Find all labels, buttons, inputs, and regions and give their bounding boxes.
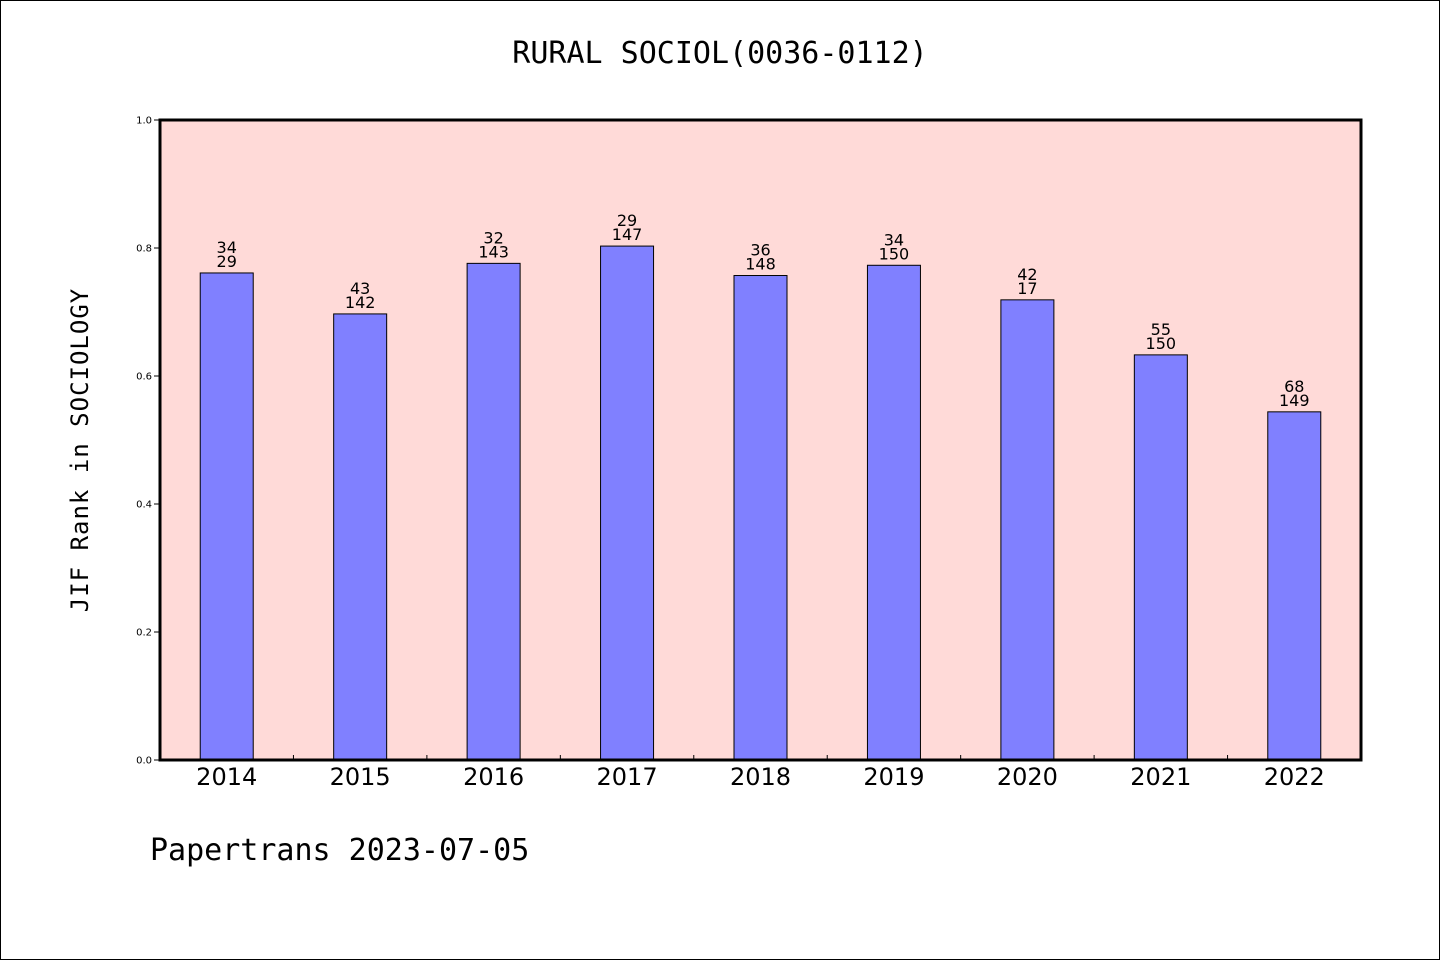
bar-label-top: 34 <box>217 238 237 257</box>
bar-label-bottom: 150 <box>1146 334 1177 353</box>
bar-label-top: 29 <box>617 211 637 230</box>
bar-label-bottom: 143 <box>478 242 509 261</box>
bar-label-bottom: 142 <box>345 293 376 312</box>
plot-border <box>158 118 1363 762</box>
bar <box>466 262 521 761</box>
x-tick-label: 2015 <box>330 763 391 791</box>
bars: 3429431423214329147361483415042175515068… <box>199 211 1322 761</box>
x-tick-label: 2022 <box>1264 763 1325 791</box>
bar <box>1267 411 1322 761</box>
x-tick-label: 2014 <box>196 763 257 791</box>
x-tick-label: 2018 <box>730 763 791 791</box>
bar-label-top: 42 <box>1017 265 1037 284</box>
y-tick-label: 0.8 <box>136 244 152 255</box>
bar <box>600 245 655 761</box>
bar <box>1000 299 1055 761</box>
chart-title: RURAL SOCIOL(0036-0112) <box>512 36 928 71</box>
x-tick-label: 2017 <box>597 763 658 791</box>
bar <box>733 275 788 761</box>
bar <box>866 264 921 761</box>
bar-label-bottom: 148 <box>745 255 776 274</box>
bar-label-top: 36 <box>750 241 770 260</box>
x-tick-label: 2020 <box>997 763 1058 791</box>
x-tick-label: 2019 <box>863 763 924 791</box>
bar-label-top: 43 <box>350 279 370 298</box>
bar-label-top: 55 <box>1151 320 1171 339</box>
y-tick-label: 0.2 <box>136 628 152 639</box>
bar <box>1133 354 1188 761</box>
y-tick-label: 0.4 <box>136 500 152 511</box>
bar-label-top: 32 <box>483 228 503 247</box>
x-tick-label: 2021 <box>1130 763 1191 791</box>
bar-label-top: 34 <box>884 230 904 249</box>
bar-label-bottom: 150 <box>879 244 910 263</box>
y-axis: 0.0 0.2 0.4 0.6 0.8 1.0 <box>136 116 160 767</box>
footer-watermark: Papertrans 2023-07-05 <box>150 833 530 868</box>
y-tick-label: 1.0 <box>136 116 152 127</box>
bar-label-bottom: 29 <box>217 252 237 271</box>
y-tick-label: 0.0 <box>136 756 152 767</box>
bar <box>333 313 388 761</box>
bar-label-bottom: 147 <box>612 225 643 244</box>
x-axis: 2014 2015 2016 2017 2018 2019 2020 2021 2022 <box>196 755 1325 791</box>
bar <box>199 272 254 761</box>
y-tick-label: 0.6 <box>136 372 152 383</box>
x-tick-label: 2016 <box>463 763 524 791</box>
bar-label-bottom: 149 <box>1279 391 1310 410</box>
bar-label-top: 68 <box>1284 377 1304 396</box>
bar-label-bottom: 17 <box>1017 279 1037 298</box>
